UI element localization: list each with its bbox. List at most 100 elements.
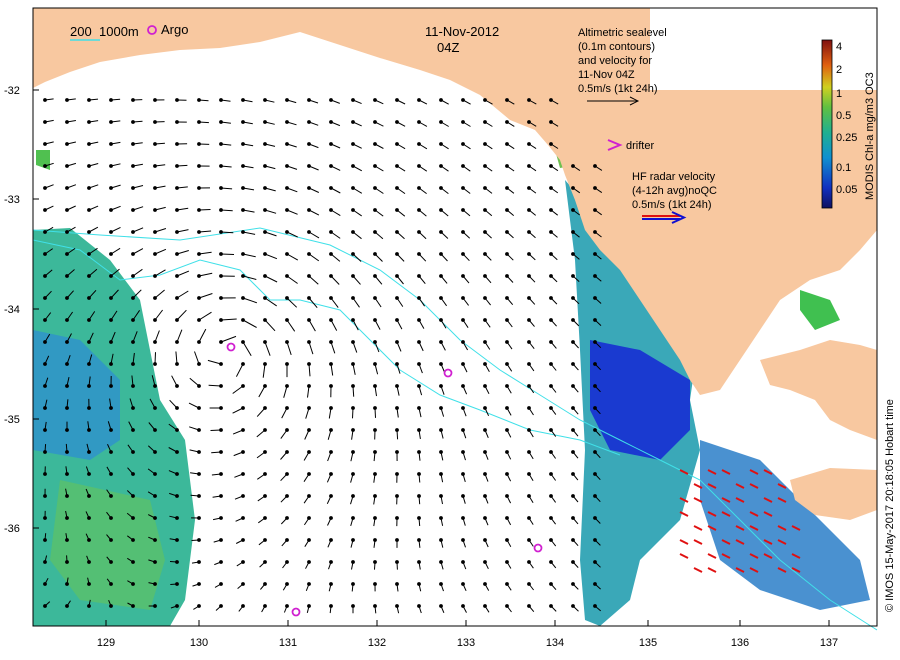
velocity-arrow: [330, 253, 341, 262]
velocity-arrow-origin: [175, 428, 179, 432]
velocity-arrow-origin: [65, 274, 69, 278]
lat-tick-label: -32: [4, 85, 20, 97]
velocity-arrow-origin: [439, 120, 443, 124]
velocity-arrow-origin: [197, 208, 201, 212]
velocity-arrow-origin: [175, 274, 179, 278]
velocity-arrow-origin: [43, 252, 47, 256]
velocity-arrow-origin: [43, 340, 47, 344]
velocity-arrow-origin: [109, 318, 113, 322]
velocity-arrow-origin: [329, 340, 333, 344]
velocity-arrow-origin: [505, 450, 509, 454]
velocity-arrow-origin: [43, 142, 47, 146]
velocity-arrow-origin: [43, 384, 47, 388]
velocity-arrow-origin: [197, 560, 201, 564]
velocity-arrow-origin: [197, 230, 201, 234]
velocity-arrow-origin: [285, 494, 289, 498]
velocity-arrow-origin: [241, 120, 245, 124]
velocity-arrow-origin: [43, 406, 47, 410]
velocity-arrow-origin: [527, 582, 531, 586]
chl-patch-west-blue: [33, 330, 120, 460]
velocity-arrow-origin: [197, 186, 201, 190]
velocity-arrow-origin: [549, 208, 553, 212]
velocity-arrow-origin: [373, 340, 377, 344]
velocity-arrow-origin: [43, 318, 47, 322]
velocity-arrow: [235, 363, 244, 377]
velocity-arrow-origin: [461, 120, 465, 124]
velocity-arrow-origin: [461, 494, 465, 498]
velocity-arrow-origin: [395, 604, 399, 608]
velocity-arrow-origin: [329, 208, 333, 212]
velocity-arrow-origin: [219, 318, 223, 322]
hf-radar-arrow: [749, 483, 759, 489]
hf-radar-arrow: [749, 469, 759, 475]
velocity-arrow: [264, 209, 277, 214]
velocity-arrow-origin: [373, 186, 377, 190]
velocity-arrow: [264, 275, 278, 283]
velocity-arrow-origin: [593, 560, 597, 564]
velocity-arrow-origin: [87, 560, 91, 564]
map-date: 11-Nov-2012: [425, 24, 499, 39]
velocity-arrow-origin: [351, 384, 355, 388]
velocity-arrow-origin: [593, 274, 597, 278]
velocity-arrow: [176, 250, 189, 255]
velocity-arrow-origin: [263, 186, 267, 190]
velocity-arrow-origin: [373, 230, 377, 234]
velocity-arrow-origin: [395, 230, 399, 234]
argo-legend-label: Argo: [161, 22, 188, 37]
velocity-arrow-origin: [549, 604, 553, 608]
velocity-arrow-origin: [307, 582, 311, 586]
velocity-arrow-origin: [131, 186, 135, 190]
velocity-arrow-origin: [219, 428, 223, 432]
velocity-arrow-origin: [197, 516, 201, 520]
velocity-arrow-origin: [87, 318, 91, 322]
velocity-arrow-origin: [373, 604, 377, 608]
velocity-arrow-origin: [131, 428, 135, 432]
velocity-arrow: [264, 231, 277, 237]
velocity-arrow-origin: [593, 406, 597, 410]
velocity-arrow-origin: [439, 208, 443, 212]
velocity-arrow-origin: [263, 428, 267, 432]
velocity-arrow-origin: [329, 274, 333, 278]
velocity-arrow-origin: [197, 472, 201, 476]
hf-radar-arrow: [777, 539, 787, 545]
velocity-arrow-origin: [417, 538, 421, 542]
velocity-arrow-origin: [109, 208, 113, 212]
velocity-arrow: [242, 275, 257, 280]
velocity-arrow-origin: [593, 296, 597, 300]
velocity-arrow-origin: [461, 582, 465, 586]
velocity-arrow: [281, 407, 288, 419]
velocity-arrow-origin: [87, 604, 91, 608]
velocity-arrow-origin: [549, 582, 553, 586]
velocity-arrow-origin: [417, 604, 421, 608]
velocity-arrow-origin: [65, 208, 69, 212]
velocity-arrow-origin: [197, 582, 201, 586]
velocity-arrow-origin: [153, 252, 157, 256]
velocity-arrow-origin: [65, 362, 69, 366]
hf-radar-arrow: [763, 469, 773, 475]
velocity-arrow-origin: [351, 472, 355, 476]
velocity-arrow: [308, 297, 318, 309]
velocity-arrow: [154, 289, 165, 299]
velocity-arrow-origin: [461, 406, 465, 410]
altimetric-velocity-arrows: [43, 98, 603, 614]
velocity-arrow-origin: [439, 384, 443, 388]
velocity-arrow-origin: [109, 296, 113, 300]
velocity-arrow-origin: [65, 560, 69, 564]
velocity-arrow-origin: [153, 604, 157, 608]
velocity-arrow-origin: [219, 406, 223, 410]
velocity-arrow-origin: [131, 208, 135, 212]
velocity-arrow-origin: [329, 582, 333, 586]
lon-tick-label: 133: [457, 637, 475, 649]
velocity-arrow-origin: [351, 142, 355, 146]
velocity-arrow-origin: [483, 252, 487, 256]
hf-radar-arrow: [735, 525, 745, 531]
velocity-arrow-origin: [461, 252, 465, 256]
altimetry-legend-line: 0.5m/s (1kt 24h): [578, 83, 657, 95]
velocity-arrow-origin: [87, 406, 91, 410]
velocity-arrow: [264, 253, 278, 260]
velocity-arrow-origin: [285, 560, 289, 564]
velocity-arrow-origin: [461, 428, 465, 432]
velocity-arrow-origin: [153, 560, 157, 564]
velocity-arrow-origin: [373, 296, 377, 300]
velocity-arrow-origin: [461, 274, 465, 278]
